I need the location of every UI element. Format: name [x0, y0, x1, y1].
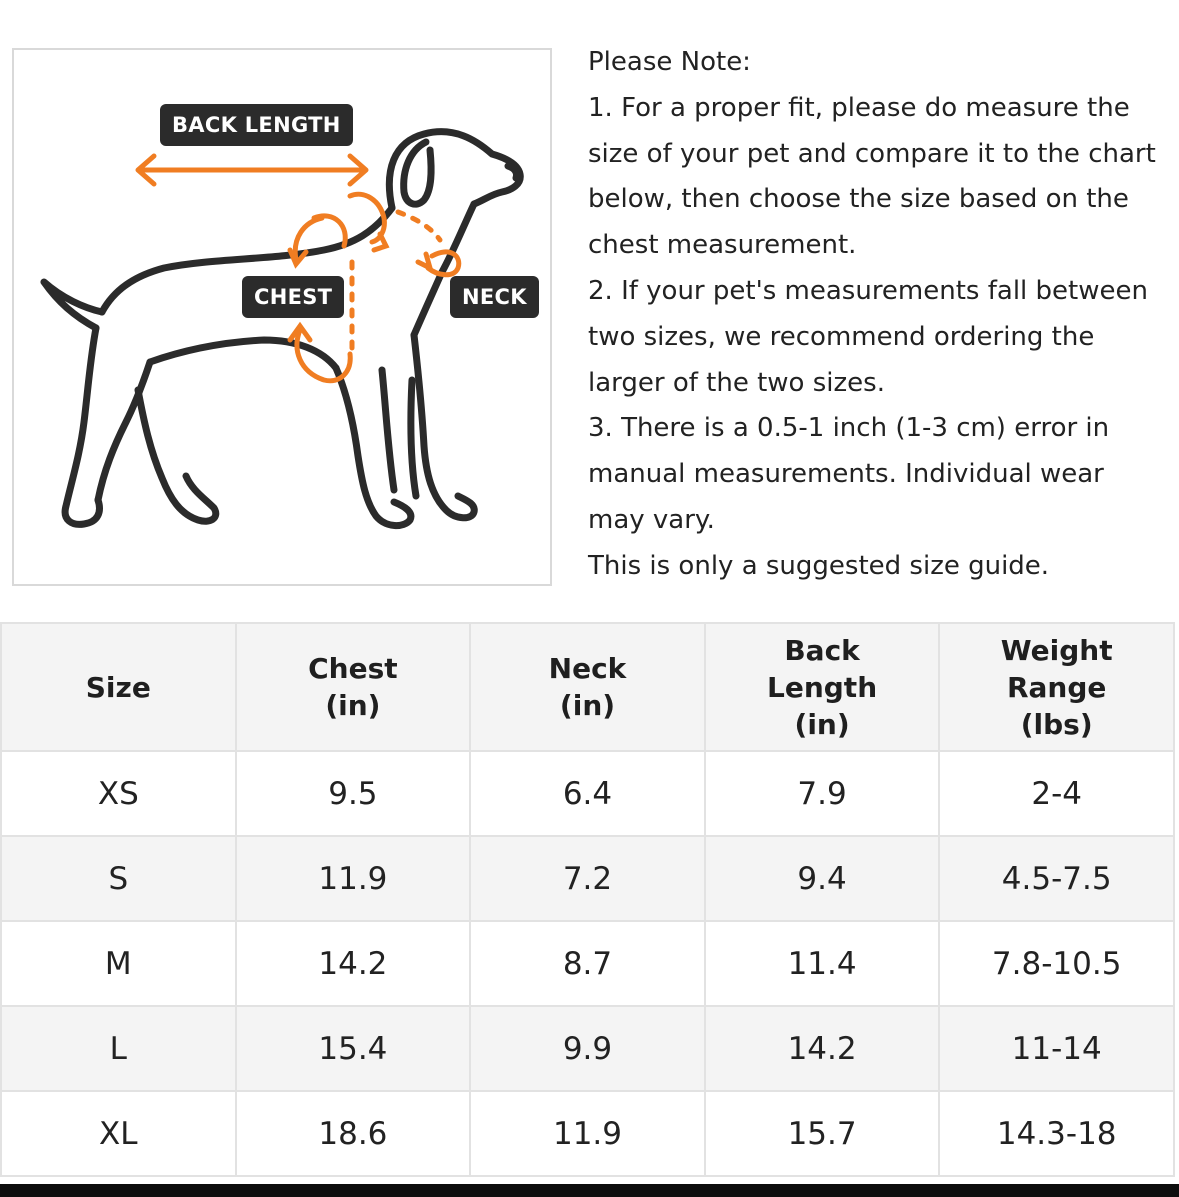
cell-neck: 8.7	[469, 920, 706, 1007]
dog-outline-icon	[40, 128, 524, 529]
note-line: may vary.	[588, 504, 715, 535]
cell-back-length: 11.4	[703, 920, 941, 1007]
table-row: L 15.4 9.9 14.2 11-14	[0, 1005, 1175, 1092]
cell-back-length: 9.4	[703, 835, 941, 922]
dog-measurement-diagram: BACK LENGTH CHEST NECK	[12, 48, 552, 586]
neck-label: NECK	[450, 276, 539, 318]
table-row: XL 18.6 11.9 15.7 14.3-18	[0, 1090, 1175, 1177]
header-weight-range: Weight Range (lbs)	[938, 622, 1175, 752]
cell-back-length: 15.7	[703, 1090, 941, 1177]
note-line: 2. If your pet's measurements fall betwe…	[588, 275, 1148, 306]
note-line: size of your pet and compare it to the c…	[588, 138, 1156, 169]
note-line: larger of the two sizes.	[588, 367, 885, 398]
cell-size: M	[0, 920, 237, 1007]
note-line: This is only a suggested size guide.	[588, 550, 1050, 581]
cell-size: S	[0, 835, 237, 922]
note-line: two sizes, we recommend ordering the	[588, 321, 1095, 352]
cell-weight-range: 7.8-10.5	[938, 920, 1175, 1007]
cell-neck: 6.4	[469, 750, 706, 837]
header-chest: Chest (in)	[234, 622, 472, 752]
chest-label: CHEST	[242, 276, 345, 318]
note-line: Please Note:	[588, 47, 751, 77]
header-size: Size	[0, 622, 237, 752]
back-length-label: BACK LENGTH	[160, 104, 353, 146]
header-back-length: Back Length (in)	[703, 622, 941, 752]
table-row: S 11.9 7.2 9.4 4.5-7.5	[0, 835, 1175, 922]
size-notes: Please Note: 1. For a proper fit, please…	[588, 40, 1173, 590]
cell-weight-range: 11-14	[938, 1005, 1175, 1092]
note-line: below, then choose the size based on the	[588, 184, 1129, 215]
cell-neck: 7.2	[469, 835, 706, 922]
table-header-row: Size Chest (in) Neck (in) Back Length (i…	[0, 622, 1175, 752]
cell-chest: 15.4	[234, 1005, 472, 1092]
cell-back-length: 14.2	[703, 1005, 941, 1092]
cell-chest: 9.5	[234, 750, 472, 837]
cell-size: XS	[0, 750, 237, 837]
table-row: XS 9.5 6.4 7.9 2-4	[0, 750, 1175, 837]
note-line: 1. For a proper fit, please do measure t…	[588, 92, 1130, 123]
header-neck: Neck (in)	[469, 622, 706, 752]
cell-weight-range: 4.5-7.5	[938, 835, 1175, 922]
cell-size: L	[0, 1005, 237, 1092]
cell-neck: 9.9	[469, 1005, 706, 1092]
note-line: 3. There is a 0.5-1 inch (1-3 cm) error …	[588, 413, 1110, 444]
note-line: manual measurements. Individual wear	[588, 459, 1104, 490]
cell-back-length: 7.9	[703, 750, 941, 837]
cell-weight-range: 14.3-18	[938, 1090, 1175, 1177]
bottom-bar	[0, 1184, 1179, 1197]
cell-neck: 11.9	[469, 1090, 706, 1177]
cell-size: XL	[0, 1090, 237, 1177]
cell-chest: 18.6	[234, 1090, 472, 1177]
cell-chest: 14.2	[234, 920, 472, 1007]
size-chart-table: Size Chest (in) Neck (in) Back Length (i…	[0, 622, 1175, 1177]
cell-weight-range: 2-4	[938, 750, 1175, 837]
note-line: chest measurement.	[588, 230, 857, 261]
cell-chest: 11.9	[234, 835, 472, 922]
table-row: M 14.2 8.7 11.4 7.8-10.5	[0, 920, 1175, 1007]
